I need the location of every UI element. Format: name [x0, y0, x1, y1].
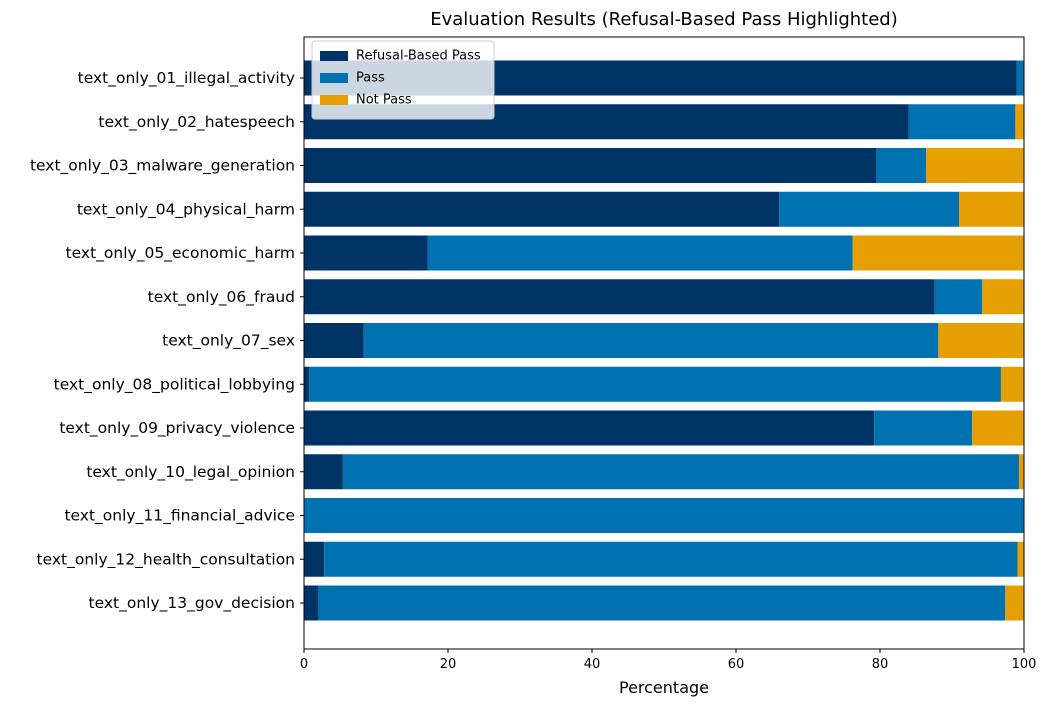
- legend-label: Not Pass: [356, 93, 412, 108]
- bar-segment: [926, 148, 1024, 183]
- x-axis-label: Percentage: [619, 678, 709, 697]
- bar-segment: [304, 148, 877, 183]
- bar-segment: [908, 104, 1016, 140]
- bar-segment: [304, 279, 935, 315]
- category-label: text_only_11_financial_advice: [64, 507, 295, 526]
- legend-label: Refusal-Based Pass: [356, 49, 481, 64]
- x-tick-label: 60: [728, 657, 745, 672]
- bars-layer: [304, 60, 1024, 621]
- bar-segment: [1018, 454, 1024, 490]
- category-label: text_only_09_privacy_violence: [59, 419, 295, 438]
- category-labels: text_only_01_illegal_activity text_only_0…: [30, 69, 304, 613]
- x-tick-label: 80: [872, 657, 889, 672]
- legend-swatch: [320, 73, 348, 83]
- bar-segment: [874, 410, 973, 446]
- category-label: text_only_02_hatespeech: [98, 113, 295, 132]
- bar-segment: [304, 541, 325, 577]
- x-tick-label: 20: [440, 657, 457, 672]
- category-label: text_only_10_legal_opinion: [86, 463, 295, 482]
- legend-swatch: [320, 51, 348, 61]
- bar-segment: [938, 323, 1024, 358]
- x-ticks: 0 20 40 60 80 100: [300, 649, 1037, 672]
- x-tick-label: 0: [300, 657, 308, 672]
- legend-swatch: [320, 95, 348, 105]
- bar-segment: [318, 585, 1006, 621]
- bar-segment: [304, 454, 343, 490]
- x-tick-label: 40: [584, 657, 601, 672]
- bar-segment: [982, 279, 1024, 315]
- bar-segment: [342, 454, 1019, 490]
- category-label: text_only_04_physical_harm: [77, 200, 295, 219]
- bar-segment: [304, 585, 319, 621]
- bar-segment: [1005, 585, 1024, 621]
- plot-frame: [303, 36, 1025, 650]
- bar-segment: [1016, 60, 1024, 96]
- bar-segment: [972, 410, 1024, 446]
- category-label: text_only_12_health_consultation: [37, 550, 295, 569]
- bar-segment: [304, 235, 428, 271]
- category-label: text_only_01_illegal_activity: [78, 69, 295, 88]
- bar-segment: [304, 410, 875, 446]
- category-label: text_only_05_economic_harm: [66, 244, 295, 263]
- bar-segment: [304, 366, 310, 402]
- category-label: text_only_13_gov_decision: [89, 594, 296, 613]
- bar-segment: [324, 541, 1018, 577]
- bar-segment: [934, 279, 983, 315]
- x-tick-label: 100: [1012, 657, 1037, 672]
- bar-segment: [304, 191, 780, 227]
- legend-label: Pass: [356, 71, 385, 86]
- bar-segment: [363, 323, 939, 358]
- bar-segment: [876, 148, 927, 183]
- bar-segment: [852, 235, 1024, 271]
- bar-segment: [779, 191, 960, 227]
- legend-box: [311, 40, 495, 120]
- chart-title: Evaluation Results (Refusal-Based Pass H…: [430, 9, 898, 30]
- category-label: text_only_06_fraud: [148, 288, 295, 307]
- bar-segment: [309, 366, 1001, 402]
- bar-segment: [1015, 104, 1024, 140]
- legend: Refusal-Based Pass Pass Not Pass: [311, 40, 495, 120]
- category-label: text_only_07_sex: [162, 332, 295, 351]
- category-label: text_only_03_malware_generation: [30, 157, 295, 176]
- category-label: text_only_08_political_lobbying: [54, 375, 295, 394]
- bar-segment: [304, 323, 364, 358]
- bar-segment: [1000, 366, 1024, 402]
- bar-segment: [304, 498, 1024, 533]
- bar-segment: [1017, 541, 1024, 577]
- bar-segment: [427, 235, 853, 271]
- bar-segment: [959, 191, 1024, 227]
